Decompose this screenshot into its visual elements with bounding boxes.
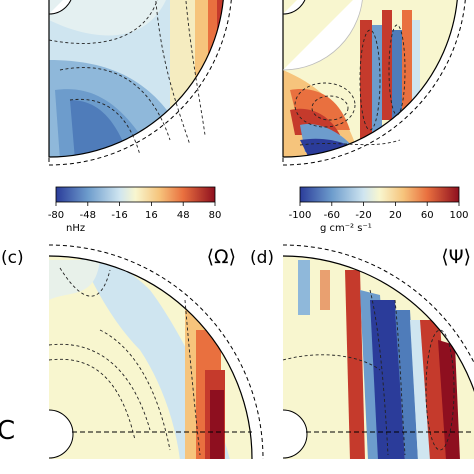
- colorbar-right-ticks: -100 -60 -20 20 60 100: [289, 202, 469, 221]
- colorbar-left-tick-label: 80: [209, 210, 222, 221]
- colorbar-right-tick-label: 60: [421, 210, 434, 221]
- colorbar-left-gradient: [55, 186, 216, 203]
- colorbar-left-tick-label: -16: [111, 210, 127, 221]
- colorbar-right-tick-label: 20: [389, 210, 402, 221]
- colorbar-left: -80 -48 -16 16 48 80 nHz: [48, 186, 222, 234]
- panel-c-dashed-boundary: [48, 244, 264, 460]
- colorbar-right-unit: g cm⁻² s⁻¹: [320, 223, 372, 234]
- contours-panel-d: [282, 289, 455, 456]
- panel-title-c: ⟨Ω⟩: [207, 246, 236, 268]
- panel-c-outer-boundary: [48, 255, 253, 460]
- panel-c-inner-core: [48, 409, 74, 459]
- panel-title-d: ⟨Ψ⟩: [441, 246, 471, 268]
- panel-d-dashed-boundary: [282, 244, 474, 364]
- colorbar-right: -100 -60 -20 20 60 100 g cm⁻² s⁻¹: [289, 186, 469, 234]
- colorbar-left-tick-label: 16: [145, 210, 158, 221]
- panel-d-inner-core: [282, 409, 308, 459]
- colorbar-right-tick-label: -100: [289, 210, 312, 221]
- colorbar-right-tick-label: 100: [449, 210, 468, 221]
- colorbar-left-tick-label: 48: [177, 210, 190, 221]
- colorbar-right-tick-label: -20: [355, 210, 371, 221]
- panel-label-d: (d): [250, 248, 274, 268]
- colorbar-left-unit: nHz: [66, 223, 85, 234]
- side-letter: C: [0, 416, 15, 446]
- colorbar-left-tick-label: -80: [48, 210, 64, 221]
- colorbar-right-tick-label: -60: [324, 210, 340, 221]
- colorbar-right-gradient: [299, 186, 460, 203]
- panel-d-outer-boundary: [282, 255, 474, 393]
- panel-c: [48, 244, 264, 460]
- contours-top-right: [294, 24, 406, 146]
- colorbar-left-ticks: -80 -48 -16 16 48 80: [48, 202, 222, 221]
- colorbar-left-tick-label: -48: [80, 210, 96, 221]
- panel-top-right: [282, 0, 466, 166]
- heatmap-top-right: [283, 0, 458, 158]
- panel-label-c: (c): [1, 248, 24, 268]
- panel-d: [282, 244, 474, 459]
- panel-top-left: [48, 0, 232, 166]
- contours-panel-c: [48, 267, 201, 456]
- contours-top-left: [48, 0, 206, 156]
